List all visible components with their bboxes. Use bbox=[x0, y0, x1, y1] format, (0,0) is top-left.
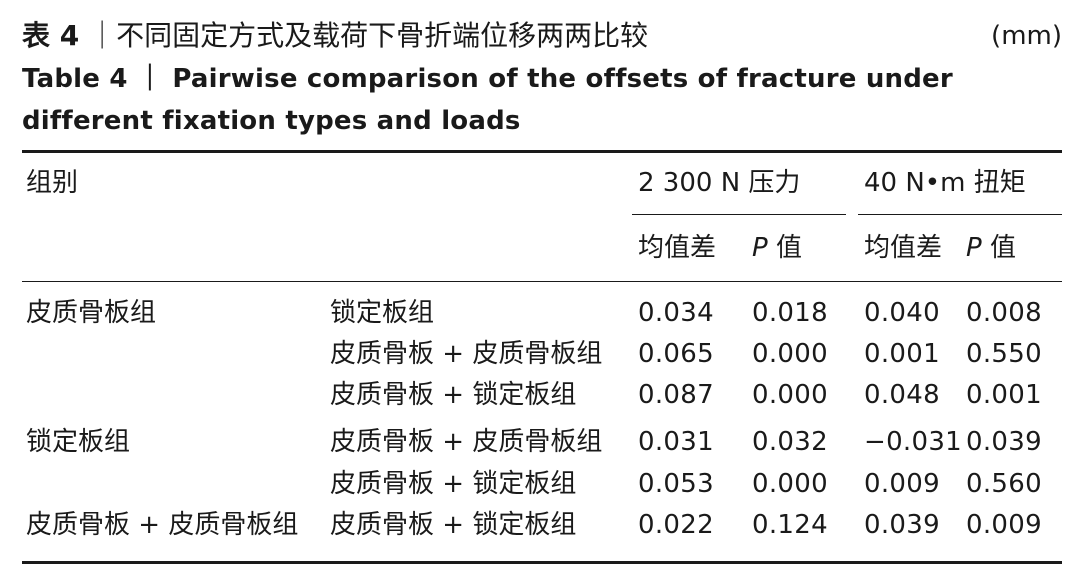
table-caption-en: Pairwise comparison of the offsets of fr… bbox=[22, 64, 953, 136]
row-compare: 皮质骨板 + 皮质骨板组 bbox=[330, 339, 603, 369]
mean-diff-compression: 0.034 bbox=[638, 298, 714, 328]
p-value-compression: 0.018 bbox=[752, 298, 828, 328]
p-value-torque: 0.039 bbox=[966, 427, 1042, 457]
mean-diff-torque: 0.039 bbox=[864, 510, 940, 540]
bottom-rule bbox=[22, 561, 1062, 564]
table-title-en: Table 4 ｜ Pairwise comparison of the off… bbox=[22, 58, 1064, 142]
p-value-compression: 0.000 bbox=[752, 469, 828, 499]
p-value-compression: 0.124 bbox=[752, 510, 828, 540]
p-value-torque: 0.560 bbox=[966, 469, 1042, 499]
mean-diff-torque: 0.001 bbox=[864, 339, 940, 369]
header-rule bbox=[22, 281, 1062, 282]
table-number-en: Table 4 bbox=[22, 64, 128, 94]
header-load-torque: 40 N•m 扭矩 bbox=[864, 168, 1026, 198]
header-p-value-1: P 值 bbox=[752, 230, 802, 266]
row-compare: 皮质骨板 + 锁定板组 bbox=[330, 510, 577, 540]
row-group: 皮质骨板组 bbox=[26, 298, 157, 328]
p-symbol: P bbox=[966, 233, 982, 263]
row-compare: 皮质骨板 + 皮质骨板组 bbox=[330, 427, 603, 457]
p-value-torque: 0.001 bbox=[966, 380, 1042, 410]
row-compare: 皮质骨板 + 锁定板组 bbox=[330, 380, 577, 410]
header-p-value-2: P 值 bbox=[966, 230, 1016, 266]
mean-diff-torque: −0.031 bbox=[864, 427, 963, 457]
header-mean-diff-2: 均值差 bbox=[864, 233, 943, 263]
mean-diff-compression: 0.022 bbox=[638, 510, 714, 540]
mean-diff-compression: 0.053 bbox=[638, 469, 714, 499]
mean-diff-compression: 0.087 bbox=[638, 380, 714, 410]
header-group: 组别 bbox=[26, 168, 79, 198]
title-separator: ｜ bbox=[88, 19, 117, 52]
p-value-torque: 0.009 bbox=[966, 510, 1042, 540]
row-compare: 锁定板组 bbox=[330, 298, 435, 328]
mean-diff-compression: 0.065 bbox=[638, 339, 714, 369]
mean-diff-torque: 0.040 bbox=[864, 298, 940, 328]
p-value-torque: 0.008 bbox=[966, 298, 1042, 328]
unit-label: (mm) bbox=[991, 21, 1062, 51]
p-symbol: P bbox=[752, 233, 768, 263]
mean-diff-torque: 0.048 bbox=[864, 380, 940, 410]
mean-diff-torque: 0.009 bbox=[864, 469, 940, 499]
row-group: 皮质骨板 + 皮质骨板组 bbox=[26, 510, 299, 540]
header-load-compression: 2 300 N 压力 bbox=[638, 168, 801, 198]
top-rule bbox=[22, 150, 1062, 153]
row-group: 锁定板组 bbox=[26, 427, 131, 457]
title-separator-en: ｜ bbox=[136, 64, 164, 94]
load2-underline bbox=[858, 214, 1062, 215]
p-value-compression: 0.032 bbox=[752, 427, 828, 457]
p-value-torque: 0.550 bbox=[966, 339, 1042, 369]
table-caption-cn: 不同固定方式及载荷下骨折端位移两两比较 bbox=[116, 19, 649, 52]
p-suffix: 值 bbox=[981, 233, 1016, 263]
table-title-cn: 表 4 ｜不同固定方式及载荷下骨折端位移两两比较 (mm) bbox=[22, 14, 1062, 58]
p-suffix: 值 bbox=[767, 233, 802, 263]
p-value-compression: 0.000 bbox=[752, 339, 828, 369]
table-number-cn: 表 4 bbox=[22, 19, 80, 52]
mean-diff-compression: 0.031 bbox=[638, 427, 714, 457]
header-mean-diff-1: 均值差 bbox=[638, 233, 717, 263]
row-compare: 皮质骨板 + 锁定板组 bbox=[330, 469, 577, 499]
p-value-compression: 0.000 bbox=[752, 380, 828, 410]
load1-underline bbox=[632, 214, 846, 215]
